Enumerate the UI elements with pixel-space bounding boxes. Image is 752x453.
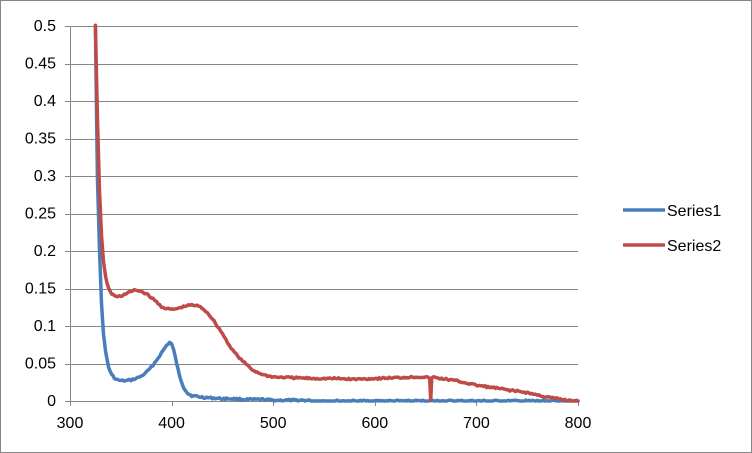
- x-tick-label: 800: [565, 415, 592, 432]
- y-tick-label: 0.4: [34, 93, 56, 110]
- x-tick-label: 600: [361, 415, 388, 432]
- y-tick-label: 0.3: [34, 168, 56, 185]
- x-tick-label: 500: [260, 415, 287, 432]
- y-tick-label: 0.15: [25, 281, 56, 298]
- legend-label-2: Series2: [667, 238, 721, 255]
- series-line-2: [93, 23, 580, 403]
- y-tick-label: 0.25: [25, 206, 56, 223]
- legend-label-1: Series1: [667, 203, 721, 220]
- y-tick-label: 0.35: [25, 131, 56, 148]
- y-tick-label: 0: [47, 393, 56, 410]
- x-tick-label: 700: [463, 415, 490, 432]
- gridlines: [70, 26, 578, 365]
- y-tick-label: 0.45: [25, 56, 56, 73]
- series-lines: [93, 23, 580, 403]
- x-tick-labels: 300 400 500 600 700 800: [57, 415, 592, 432]
- y-tick-label: 0.1: [34, 318, 56, 335]
- y-tick-labels: 0 0.05 0.1 0.15 0.2 0.25 0.3 0.35 0.4 0.45 0.5: [25, 18, 56, 410]
- legend: Series1 Series2: [623, 203, 721, 255]
- series-line-1: [93, 24, 580, 403]
- x-tick-label: 300: [57, 415, 84, 432]
- y-tick-label: 0.2: [34, 243, 56, 260]
- x-tick-label: 400: [158, 415, 185, 432]
- y-tick-label: 0.05: [25, 356, 56, 373]
- y-tick-label: 0.5: [34, 18, 56, 35]
- axes: [65, 26, 579, 406]
